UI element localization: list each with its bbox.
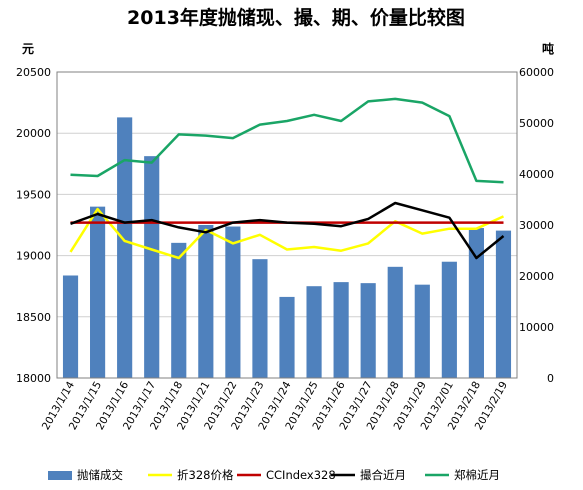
bar xyxy=(279,296,295,378)
legend-label: 郑棉近月 xyxy=(454,468,500,482)
right-tick-label: 10000 xyxy=(519,321,554,334)
left-tick-label: 19500 xyxy=(16,188,51,201)
bar xyxy=(252,259,268,378)
right-tick-label: 20000 xyxy=(519,270,554,283)
bar xyxy=(360,283,376,378)
legend-label: CCIndex328 xyxy=(266,468,336,482)
bar xyxy=(198,225,214,378)
bar xyxy=(495,230,512,378)
right-axis-unit: 吨 xyxy=(542,41,554,56)
bar xyxy=(225,226,241,378)
legend-swatch xyxy=(48,471,72,480)
bar xyxy=(171,242,187,378)
legend-label: 抛储成交 xyxy=(77,468,123,482)
right-tick-label: 40000 xyxy=(519,168,554,181)
right-tick-label: 30000 xyxy=(519,219,554,232)
right-tick-label: 50000 xyxy=(519,117,554,130)
bar xyxy=(62,275,79,378)
right-tick-label: 60000 xyxy=(519,66,554,79)
bar xyxy=(90,206,106,378)
bar xyxy=(333,282,349,378)
series-line xyxy=(70,201,505,260)
series-line xyxy=(69,207,505,260)
bar xyxy=(468,228,484,378)
bar xyxy=(414,284,430,378)
left-tick-label: 19000 xyxy=(16,250,51,263)
left-axis-unit: 元 xyxy=(22,42,34,56)
bar xyxy=(441,261,457,378)
bar xyxy=(144,156,160,378)
bar xyxy=(117,117,133,378)
right-tick-label: 0 xyxy=(547,372,554,385)
bar xyxy=(387,266,403,378)
bar-series xyxy=(62,117,512,378)
left-tick-label: 20500 xyxy=(16,66,51,79)
plot-frame xyxy=(56,71,518,379)
left-tick-label: 18000 xyxy=(16,372,51,385)
left-tick-label: 18500 xyxy=(16,311,51,324)
legend-label: 撮合近月 xyxy=(360,468,406,482)
left-tick-label: 20000 xyxy=(16,127,51,140)
legend-label: 折328价格 xyxy=(177,468,234,482)
series-line xyxy=(70,97,504,184)
legend: 抛储成交 折328价格 CCIndex328 撮合近月 郑棉近月 xyxy=(48,468,500,482)
bar xyxy=(306,286,322,378)
chart-title: 2013年度抛储现、撮、期、价量比较图 xyxy=(127,6,465,29)
line-series xyxy=(69,97,505,260)
